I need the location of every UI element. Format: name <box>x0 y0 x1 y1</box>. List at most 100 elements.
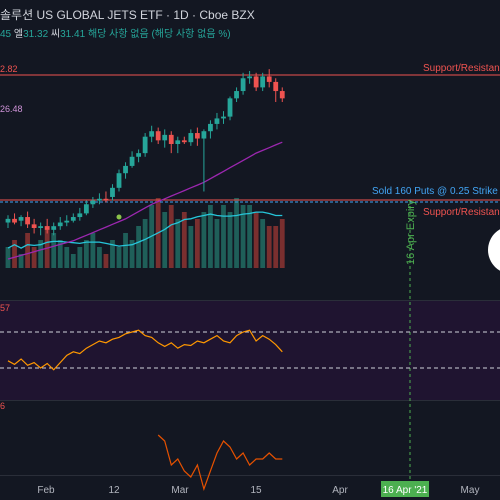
price-level-label: 2.82 <box>0 64 18 74</box>
volume-bar <box>162 212 168 268</box>
volume-bar <box>77 247 83 268</box>
ma-value-label: 26.48 <box>0 104 23 114</box>
candle-body <box>214 118 220 124</box>
candle-body <box>110 187 115 197</box>
volume-bar <box>5 247 11 268</box>
ohlc-row: 45 엘31.32 씨31.41 해당 사항 없음 (해당 사항 없음 %) <box>0 25 231 40</box>
candle-body <box>149 131 155 137</box>
volume-bar <box>38 240 44 268</box>
candle-body <box>123 165 128 174</box>
candle-body <box>279 91 285 99</box>
volume-bar <box>44 226 50 268</box>
volume-bar <box>12 240 17 268</box>
candle-body <box>25 217 30 225</box>
volume-bar <box>83 240 89 268</box>
volume-bar <box>129 240 135 268</box>
volume-bar <box>266 226 272 268</box>
volume-bar <box>214 219 220 268</box>
candle-body <box>103 198 109 201</box>
expiry-label: 16 Apr Expiry <box>405 199 417 265</box>
candle-body <box>5 218 11 223</box>
candle-body <box>188 133 194 143</box>
volume-bar <box>70 254 76 268</box>
support-label-bottom: Support/Resistance <box>423 207 500 218</box>
volume-bar <box>90 233 96 268</box>
candle-body <box>70 217 76 221</box>
candle-body <box>201 131 207 139</box>
moving-average-line <box>7 141 283 260</box>
volume-bar <box>97 247 102 268</box>
chart-title: 솔루션 US GLOBAL JETS ETF · 1D · Cboe BZX <box>0 8 255 22</box>
candle-body <box>12 218 17 223</box>
candle-body <box>273 81 279 92</box>
candle-body <box>136 153 141 157</box>
volume-bar <box>273 226 279 268</box>
indicator-value-label: 6 <box>0 401 6 411</box>
volume-bar <box>110 240 115 268</box>
candle-body <box>44 226 50 230</box>
volume-bar <box>253 212 259 268</box>
candle-body <box>162 134 168 141</box>
candle-body <box>142 136 148 154</box>
ohlc-prefix: 45 <box>0 29 12 40</box>
sold-puts-label: Sold 160 Puts @ 0.25 Strike <box>372 186 498 197</box>
volume-bar <box>234 198 239 268</box>
candle-body <box>38 226 44 228</box>
candle-body <box>221 116 226 119</box>
candle-body <box>181 140 187 143</box>
candle-body <box>260 76 266 88</box>
candle-body <box>57 222 63 227</box>
candle-body <box>240 78 246 92</box>
support-label-top: Support/Resistance <box>423 63 500 74</box>
rsi-panel-background <box>0 301 500 401</box>
candle-body <box>64 220 70 223</box>
volume-bar <box>123 233 128 268</box>
expiry-axis-badge <box>381 481 429 497</box>
volume-bar <box>136 226 141 268</box>
volume-bar <box>227 212 233 268</box>
candle-body <box>83 204 89 214</box>
x-axis-tick-label: 15 <box>250 485 262 496</box>
close-label: 씨 <box>50 29 61 40</box>
candle-body <box>51 226 57 230</box>
candle-body <box>77 213 83 218</box>
candle-body <box>116 173 122 188</box>
volume-bar <box>25 233 30 268</box>
candle-body <box>253 76 259 88</box>
change-value: 해당 사항 없음 (해당 사항 없음 %) <box>87 29 231 40</box>
candle-body <box>18 217 24 221</box>
candle-body <box>175 140 181 144</box>
signal-dot <box>116 214 122 220</box>
volume-bar <box>142 219 148 268</box>
candle-body <box>234 91 239 99</box>
rsi-line <box>7 329 283 371</box>
x-axis-tick-label: Feb <box>37 485 55 496</box>
x-axis-tick-label: 16 Apr '21 <box>383 485 428 496</box>
candle-body <box>208 123 213 132</box>
volume-ma-line <box>7 211 283 249</box>
candle-body <box>155 131 161 141</box>
volume-bar <box>194 219 200 268</box>
candle-body <box>97 198 102 201</box>
volume-bar <box>103 254 109 268</box>
low-label: 엘 <box>13 29 24 40</box>
candle-body <box>168 134 174 144</box>
x-axis-tick-label: Mar <box>171 485 189 496</box>
volume-bar <box>18 254 24 268</box>
volume-bar <box>240 205 246 268</box>
volume-bar <box>31 247 37 268</box>
volume-bar <box>247 205 253 268</box>
indicator-line <box>157 434 283 491</box>
candle-body <box>194 133 200 139</box>
x-axis-tick-label: 12 <box>108 485 120 496</box>
volume-bar <box>57 240 63 268</box>
volume-bar <box>260 219 266 268</box>
candle-body <box>90 200 96 205</box>
candle-body <box>31 224 37 228</box>
volume-bar <box>175 219 181 268</box>
volume-bar <box>221 205 226 268</box>
x-axis-tick-label: May <box>461 485 480 496</box>
overlay-circle-button <box>488 229 500 271</box>
volume-bar <box>64 247 70 268</box>
